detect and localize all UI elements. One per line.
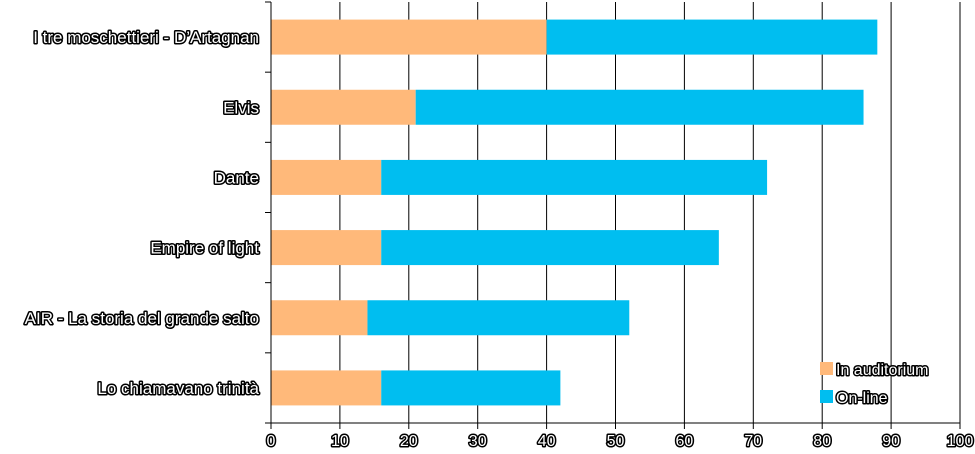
category-label-1: Elvis <box>223 98 259 117</box>
category-label-3: Empire of light <box>150 239 259 258</box>
x-tick-label-50: 50 <box>607 433 625 449</box>
bar-online-1 <box>415 89 864 125</box>
legend-swatch-online <box>820 390 833 403</box>
bar-auditorium-3 <box>271 230 382 266</box>
category-label-5: Lo chiamavano trinità <box>97 379 259 398</box>
category-label-2: Dante <box>214 168 259 187</box>
bar-online-4 <box>367 300 630 336</box>
bar-online-0 <box>546 19 878 55</box>
bar-auditorium-4 <box>271 300 368 336</box>
x-tick-label-10: 10 <box>331 433 349 449</box>
x-tick-label-100: 100 <box>947 433 974 449</box>
bar-auditorium-0 <box>271 19 547 55</box>
x-tick-label-60: 60 <box>676 433 694 449</box>
x-tick-label-0: 0 <box>267 433 276 449</box>
category-label-4: AIR - La storia del grande salto <box>25 309 259 328</box>
x-tick-label-30: 30 <box>469 433 487 449</box>
x-tick-label-20: 20 <box>400 433 418 449</box>
category-label-0: I tre moschettieri - D’Artagnan <box>33 28 259 47</box>
legend-label-auditorium: In auditorium <box>836 362 929 379</box>
bar-auditorium-5 <box>271 370 382 406</box>
legend-label-online: On-line <box>836 390 888 407</box>
x-tick-label-40: 40 <box>538 433 556 449</box>
x-tick-label-80: 80 <box>813 433 831 449</box>
bar-auditorium-1 <box>271 89 416 125</box>
bar-auditorium-2 <box>271 159 382 195</box>
bar-online-3 <box>381 230 719 266</box>
bar-online-2 <box>381 159 768 195</box>
x-tick-label-70: 70 <box>744 433 762 449</box>
x-tick-label-90: 90 <box>882 433 900 449</box>
bar-online-5 <box>381 370 561 406</box>
legend-swatch-auditorium <box>820 362 833 375</box>
